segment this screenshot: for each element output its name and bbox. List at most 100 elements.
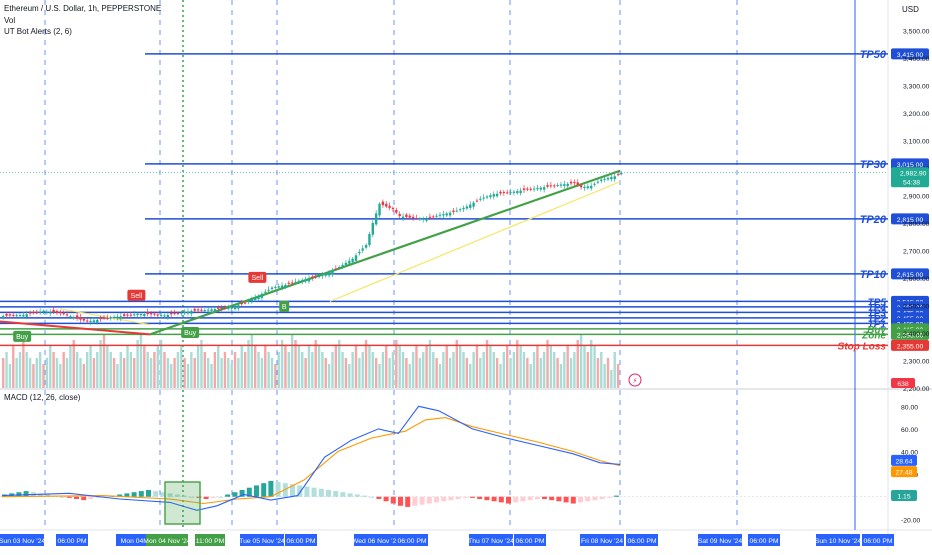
candle-body bbox=[415, 218, 418, 220]
volume-bar bbox=[519, 346, 522, 388]
candle-body bbox=[45, 311, 49, 313]
volume-bar bbox=[401, 352, 405, 388]
candle-body bbox=[489, 195, 492, 198]
volume-bar bbox=[354, 346, 358, 388]
candle-body bbox=[395, 209, 398, 213]
candle-body bbox=[233, 306, 237, 310]
volume-bar bbox=[254, 346, 257, 388]
volume-bar bbox=[482, 352, 485, 388]
macd-hist-bar bbox=[426, 496, 432, 504]
volume-bar bbox=[277, 352, 280, 388]
volume-bar bbox=[260, 358, 264, 388]
price-tag: 2,355.00 bbox=[897, 343, 924, 350]
volume-bar bbox=[411, 352, 415, 388]
candle-body bbox=[116, 316, 119, 319]
macd-hist-bar bbox=[556, 496, 562, 502]
volume-bar bbox=[590, 340, 593, 388]
volume-bar bbox=[176, 352, 180, 388]
macd-hist-bar bbox=[326, 489, 331, 497]
volume-bar bbox=[264, 346, 267, 388]
macd-value: 27.48 bbox=[895, 470, 912, 477]
volume-bar bbox=[116, 364, 119, 388]
price-tag-bg bbox=[891, 339, 929, 351]
level-label-stop-loss: Stop Loss bbox=[838, 341, 887, 352]
time-label: 06:00 PM bbox=[627, 538, 656, 545]
candle-body bbox=[35, 312, 38, 314]
volume-bar bbox=[112, 358, 116, 388]
macd-hist-bar bbox=[455, 496, 461, 499]
macd-hist-bar bbox=[304, 486, 310, 497]
time-label-highlight bbox=[146, 534, 188, 546]
macd-hist-bar bbox=[498, 496, 504, 503]
volume-bar bbox=[180, 346, 183, 388]
level-label-tp1: TP1 bbox=[868, 319, 887, 330]
volume-bar bbox=[472, 352, 475, 388]
volume-bar bbox=[311, 352, 314, 388]
candle-body bbox=[86, 320, 89, 322]
volume-bar bbox=[5, 352, 8, 388]
volume-bar bbox=[445, 346, 448, 388]
candle-body bbox=[536, 188, 539, 190]
price-tick-label: 3,300.00 bbox=[903, 84, 930, 91]
volume-bar bbox=[196, 346, 200, 388]
volume-bar bbox=[267, 352, 270, 388]
volume-tag-bg bbox=[891, 378, 915, 388]
candle-body bbox=[616, 174, 620, 176]
candle-body bbox=[59, 312, 62, 314]
current-price-tag bbox=[891, 167, 929, 188]
macd-hist-bar bbox=[599, 496, 605, 499]
volume-bar bbox=[200, 340, 203, 388]
time-label-highlight bbox=[195, 534, 225, 546]
candle-body bbox=[166, 314, 170, 318]
time-label: 06:00 PM bbox=[397, 538, 426, 545]
candle-body bbox=[314, 276, 317, 278]
macd-hist-bar bbox=[146, 489, 151, 497]
volume-bar bbox=[86, 352, 89, 388]
candle-body bbox=[324, 274, 327, 276]
volume-bar bbox=[92, 358, 96, 388]
candle-body bbox=[438, 214, 442, 216]
candle-body bbox=[180, 312, 183, 314]
macd-hist-bar bbox=[563, 496, 569, 503]
macd-hist-bar bbox=[369, 496, 375, 498]
volume-bar bbox=[610, 370, 613, 388]
volume-bar bbox=[213, 352, 217, 388]
candle-body bbox=[112, 316, 116, 319]
volume-bar bbox=[542, 352, 546, 388]
candle-body bbox=[620, 172, 623, 174]
candle-body bbox=[240, 303, 243, 305]
macd-hist-bar bbox=[290, 484, 295, 497]
volume-bar bbox=[203, 352, 206, 388]
candle-body bbox=[294, 281, 297, 283]
candle-body bbox=[374, 213, 378, 225]
macd-signal-line bbox=[1, 417, 621, 505]
macd-hist-bar bbox=[354, 494, 360, 497]
level-label-tp50: TP50 bbox=[860, 49, 887, 61]
candle-body bbox=[586, 186, 590, 189]
time-label: 11:00 PM bbox=[196, 538, 225, 545]
candle-body bbox=[610, 177, 613, 180]
volume-bar bbox=[408, 364, 411, 388]
time-label: Sun 03 Nov '24 bbox=[0, 538, 45, 545]
macd-hist-bar bbox=[318, 488, 324, 497]
candle-body bbox=[435, 215, 438, 217]
candle-body bbox=[217, 307, 220, 309]
candle-body bbox=[146, 311, 149, 315]
level-label-tp2: TP2 bbox=[868, 314, 887, 325]
yellow-trendline-1 bbox=[59, 308, 151, 326]
macd-hist-bar bbox=[225, 494, 231, 497]
candle-body bbox=[576, 182, 579, 186]
macd-hist-bar bbox=[398, 496, 403, 506]
candle-body bbox=[334, 268, 338, 270]
macd-tick-label: 60.00 bbox=[901, 427, 918, 434]
volume-bar bbox=[388, 358, 391, 388]
volume-bar bbox=[341, 352, 344, 388]
volume-bar bbox=[593, 346, 596, 388]
candle-body bbox=[190, 311, 193, 314]
candle-body bbox=[485, 196, 489, 198]
candle-body bbox=[526, 188, 529, 190]
price-tag: 3,415.00 bbox=[897, 52, 924, 59]
time-label-highlight bbox=[748, 534, 780, 546]
candle-body bbox=[472, 202, 475, 207]
